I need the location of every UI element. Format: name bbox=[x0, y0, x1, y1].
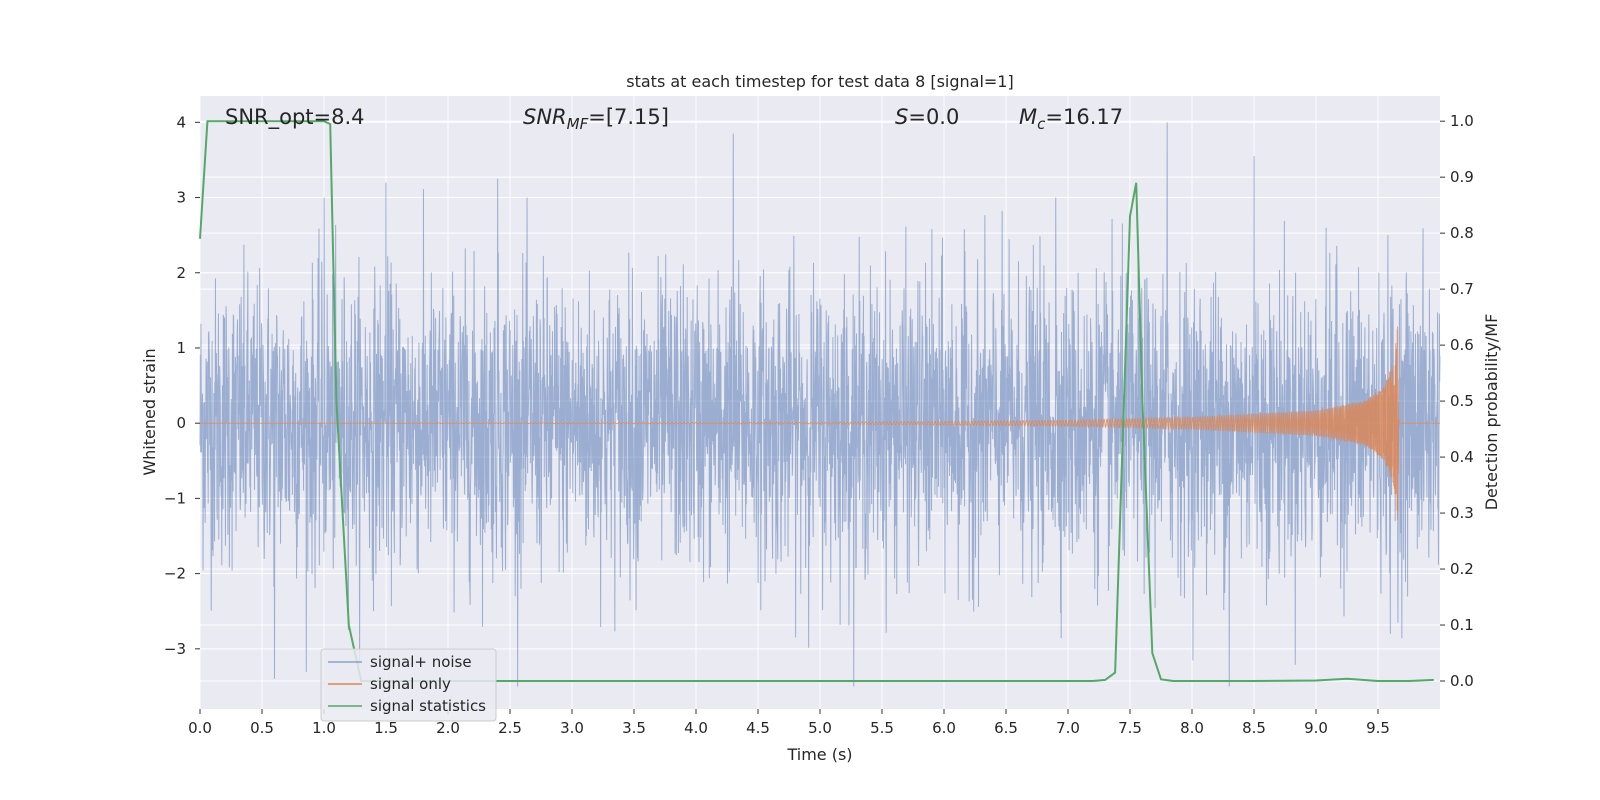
x-tick-label: 6.0 bbox=[932, 719, 956, 737]
annotation-s-symbol: S bbox=[895, 105, 908, 129]
annotation-snr-mf-value: =[7.15] bbox=[588, 105, 669, 129]
legend: signal+ noise signal only signal statist… bbox=[320, 648, 497, 722]
y-axis-label-left: Whitened strain bbox=[140, 348, 159, 475]
chart-title: stats at each timestep for test data 8 [… bbox=[626, 72, 1013, 91]
annotation-snr-mf-sub: MF bbox=[567, 115, 589, 133]
annotation-s-value: =0.0 bbox=[908, 105, 959, 129]
y-tick-label-left: 2 bbox=[176, 264, 186, 282]
annotation-snr-mf-base: SNR bbox=[523, 105, 567, 129]
x-tick-label: 4.0 bbox=[684, 719, 708, 737]
x-tick-label: 4.5 bbox=[746, 719, 770, 737]
x-tick-label: 5.0 bbox=[808, 719, 832, 737]
legend-label-signal-only: signal only bbox=[370, 675, 451, 693]
x-tick-label: 1.0 bbox=[312, 719, 336, 737]
annotation-snr-mf: SNRMF=[7.15] bbox=[523, 105, 669, 133]
ticks: 0.0 0.5 1.0 1.5 2.0 2.5 3.0 3.5 4.0 4.5 5.0 5.5 6.0 6… bbox=[164, 112, 1474, 737]
x-tick-label: 1.5 bbox=[374, 719, 398, 737]
legend-label-signal-noise: signal+ noise bbox=[370, 653, 472, 671]
y-tick-label-right: 0.5 bbox=[1450, 392, 1474, 410]
legend-box bbox=[320, 648, 497, 722]
y-tick-label-right: 1.0 bbox=[1450, 112, 1474, 130]
annotation-s: S=0.0 bbox=[895, 105, 959, 129]
annotation-mc-sub: c bbox=[1037, 115, 1046, 133]
x-tick-label: 2.5 bbox=[498, 719, 522, 737]
y-tick-label-right: 0.7 bbox=[1450, 280, 1474, 298]
x-tick-label: 5.5 bbox=[870, 719, 894, 737]
x-tick-label: 7.0 bbox=[1056, 719, 1080, 737]
x-tick-label: 0.0 bbox=[188, 719, 212, 737]
y-tick-label-left: 4 bbox=[176, 113, 186, 131]
y-tick-label-left: −2 bbox=[164, 565, 186, 583]
y-tick-label-left: −1 bbox=[164, 489, 186, 507]
y-tick-label-right: 0.8 bbox=[1450, 224, 1474, 242]
annotation-mc-symbol: M bbox=[1019, 105, 1037, 129]
series-layer bbox=[199, 120, 1441, 687]
y-tick-label-right: 0.9 bbox=[1450, 168, 1474, 186]
x-tick-label: 8.0 bbox=[1180, 719, 1204, 737]
y-tick-label-right: 0.3 bbox=[1450, 504, 1474, 522]
annotation-mc: Mc=16.17 bbox=[1019, 105, 1123, 133]
x-axis-label: Time (s) bbox=[786, 745, 852, 764]
x-tick-label: 0.5 bbox=[250, 719, 274, 737]
legend-label-signal-statistics: signal statistics bbox=[370, 697, 486, 715]
y-tick-label-right: 0.0 bbox=[1450, 672, 1474, 690]
x-tick-label: 9.5 bbox=[1366, 719, 1390, 737]
y-tick-label-left: 0 bbox=[176, 414, 186, 432]
x-tick-label: 7.5 bbox=[1118, 719, 1142, 737]
y-tick-label-right: 0.4 bbox=[1450, 448, 1474, 466]
annotation-mc-value: =16.17 bbox=[1045, 105, 1123, 129]
y-tick-label-left: 3 bbox=[176, 189, 186, 207]
series-signal-statistics bbox=[199, 120, 1434, 683]
y-tick-label-left: −3 bbox=[164, 640, 186, 658]
x-tick-label: 3.5 bbox=[622, 719, 646, 737]
y-tick-label-right: 0.1 bbox=[1450, 616, 1474, 634]
y-tick-label-right: 0.6 bbox=[1450, 336, 1474, 354]
x-tick-label: 2.0 bbox=[436, 719, 460, 737]
series-signal-noise bbox=[199, 122, 1441, 687]
x-tick-label: 8.5 bbox=[1242, 719, 1266, 737]
series-signal-only bbox=[200, 326, 1440, 520]
y-tick-label-left: 1 bbox=[176, 339, 186, 357]
y-tick-label-right: 0.2 bbox=[1450, 560, 1474, 578]
annotations: SNR_opt=8.4 SNRMF=[7.15] S=0.0 Mc=16.17 bbox=[225, 105, 1123, 133]
x-tick-label: 9.0 bbox=[1304, 719, 1328, 737]
x-tick-label: 6.5 bbox=[994, 719, 1018, 737]
x-tick-label: 3.0 bbox=[560, 719, 584, 737]
y-axis-label-right: Detection probability/MF bbox=[1482, 314, 1501, 511]
annotation-snr-opt: SNR_opt=8.4 bbox=[225, 105, 365, 130]
